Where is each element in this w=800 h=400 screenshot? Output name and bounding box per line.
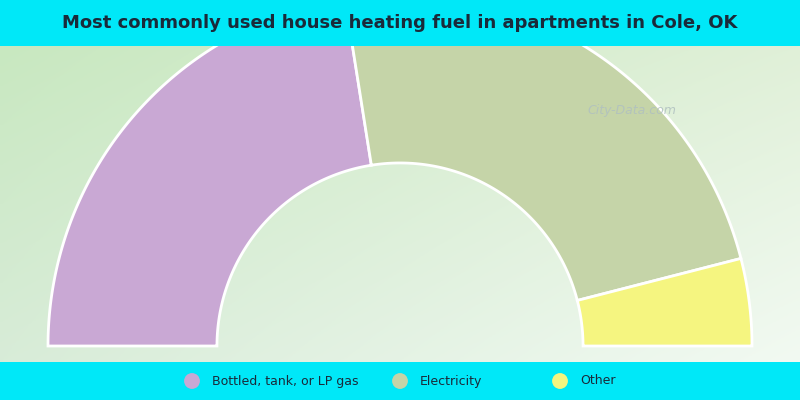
Polygon shape: [578, 258, 752, 346]
Text: Other: Other: [580, 374, 615, 388]
Polygon shape: [345, 0, 741, 300]
Point: [554, 378, 566, 384]
Point: [394, 378, 406, 384]
Text: City-Data.com: City-Data.com: [587, 104, 677, 117]
Polygon shape: [48, 0, 371, 346]
Text: Bottled, tank, or LP gas: Bottled, tank, or LP gas: [212, 374, 358, 388]
Text: Electricity: Electricity: [420, 374, 482, 388]
Text: Most commonly used house heating fuel in apartments in Cole, OK: Most commonly used house heating fuel in…: [62, 14, 738, 32]
Point: [186, 378, 198, 384]
